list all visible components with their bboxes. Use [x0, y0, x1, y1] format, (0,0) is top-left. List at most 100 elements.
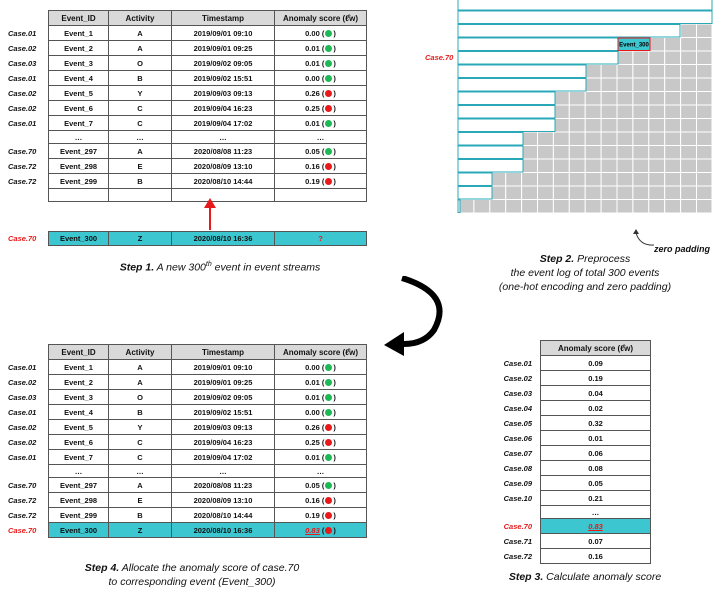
padding-cell: [491, 185, 507, 200]
padding-cell: [554, 91, 570, 106]
padding-cell: [680, 158, 698, 173]
table-row: Event_299 B 2020/08/10 14:44 0.19 (): [48, 507, 367, 523]
score-row: 0.04: [540, 385, 651, 401]
padding-cell: [600, 91, 618, 106]
padding-cell: [680, 145, 698, 160]
padding-cell: [632, 50, 650, 65]
score-value: 0.19: [305, 176, 320, 186]
ellipsis-cell: …: [171, 464, 275, 478]
case-label: Case.03: [8, 393, 37, 402]
score-value: 0.19: [305, 510, 320, 520]
table-row: Event_3 O 2019/09/02 09:05 0.01 (): [48, 55, 367, 71]
score-value: 0.05: [588, 478, 603, 488]
ellipsis-cell: …: [48, 464, 109, 478]
padding-cell: [632, 64, 650, 79]
padding-cell: [521, 172, 538, 187]
event-id-cell: Event_300: [48, 522, 109, 538]
step1-up-arrow: [204, 198, 216, 230]
score-value: 0.05: [305, 480, 320, 490]
score-value: 0.26: [305, 422, 320, 432]
score-value: 0.08: [588, 463, 603, 473]
activity-cell: A: [108, 143, 172, 159]
table-row: Event_3 O 2019/09/02 09:05 0.01 (): [48, 389, 367, 405]
green-dot-icon: [325, 378, 333, 386]
step2-caption: Step 2. Preprocess the event log of tota…: [498, 253, 672, 293]
padding-cell: [522, 131, 538, 146]
padding-cell: [632, 77, 650, 92]
step2-padding-label: zero padding: [654, 244, 710, 254]
column-header: Timestamp: [171, 10, 275, 26]
table-row: Event_2 A 2019/09/01 09:25 0.01 (): [48, 374, 367, 390]
timestamp-cell: 2019/09/01 09:10: [171, 25, 275, 41]
case-label: Case.07: [503, 449, 532, 458]
score-value: 0.05: [305, 146, 320, 156]
score-value: 0.01: [305, 118, 320, 128]
padding-cell: [505, 199, 523, 214]
timestamp-cell: 2019/09/04 17:02: [171, 449, 275, 465]
timestamp-cell: 2019/09/01 09:25: [171, 374, 275, 390]
column-header: Activity: [108, 10, 172, 26]
score-row: 0.19: [540, 370, 651, 386]
table-row: Event_6 C 2019/09/04 16:23 0.25 (): [48, 100, 367, 116]
red-dot-icon: [325, 438, 333, 446]
score-value: 0.00: [305, 28, 320, 38]
padding-cell: [632, 172, 650, 187]
step4-event-table: Event_ID Activity Timestamp Anomaly score (…: [48, 344, 367, 538]
padding-cell: [537, 172, 554, 187]
padding-cell: [696, 64, 713, 79]
padding-cell: [521, 185, 538, 200]
sequence-bar: [457, 145, 524, 159]
header-row: Event_ID Activity Timestamp Anomaly score (…: [48, 10, 367, 26]
activity-cell: O: [108, 389, 172, 405]
case-label: Case.04: [503, 404, 532, 413]
sequence-bar: [457, 172, 493, 186]
table-row: Event_297 A 2020/08/08 11:23 0.05 (): [48, 477, 367, 493]
event-id-cell: Event_2: [48, 40, 109, 56]
padding-cell: [616, 199, 634, 214]
ellipsis-cell: …: [108, 130, 172, 144]
ellipsis-row: …………: [48, 464, 367, 478]
padding-cell: [584, 185, 602, 200]
case-label: Case.02: [503, 374, 532, 383]
padding-cell: [632, 185, 650, 200]
table-row: Event_2 A 2019/09/01 09:25 0.01 (): [48, 40, 367, 56]
red-dot-icon: [325, 496, 333, 504]
sequence-bar: [457, 91, 556, 105]
padding-cell: [680, 91, 698, 106]
padding-cell: [552, 158, 570, 173]
anomaly-score-cell: 0.00 (): [274, 404, 367, 420]
case-label: Case.72: [8, 177, 37, 186]
anomaly-score-cell: 0.01 (): [274, 115, 367, 131]
case-label: Case.05: [503, 419, 532, 428]
padding-cell: [664, 104, 682, 119]
padding-cell: [537, 185, 554, 200]
column-header: Event_ID: [48, 10, 109, 26]
score-value: 0.25: [305, 437, 320, 447]
timestamp-cell: 2020/08/10 16:36: [171, 522, 275, 538]
activity-cell: A: [108, 40, 172, 56]
step3-caption: Step 3. Calculate anomaly score: [508, 571, 662, 583]
sequence-bar: [457, 186, 493, 200]
ellipsis-row: …………: [48, 130, 367, 144]
column-header: Activity: [108, 344, 172, 360]
sequence-bar: [457, 51, 619, 65]
sequence-bar: [457, 132, 524, 146]
padding-cell: [648, 158, 666, 173]
padding-cell: [600, 104, 618, 119]
padding-cell: [696, 131, 713, 146]
green-dot-icon: [325, 453, 333, 461]
padding-cell: [664, 199, 682, 214]
case-label: Case.02: [8, 423, 37, 432]
padding-cell: [648, 64, 666, 79]
padding-cell: [632, 104, 650, 119]
score-row: 0.08: [540, 460, 651, 476]
padding-cell: [680, 104, 698, 119]
padding-cell: [584, 172, 602, 187]
event-id-cell: Event_2: [48, 374, 109, 390]
padding-pointer-arrow: [633, 229, 655, 246]
padding-cell: [648, 50, 666, 65]
case-label: Case.72: [8, 162, 37, 171]
activity-cell: B: [108, 507, 172, 523]
anomaly-score-cell: 0.05 (): [274, 477, 367, 493]
padding-cell: [600, 64, 618, 79]
